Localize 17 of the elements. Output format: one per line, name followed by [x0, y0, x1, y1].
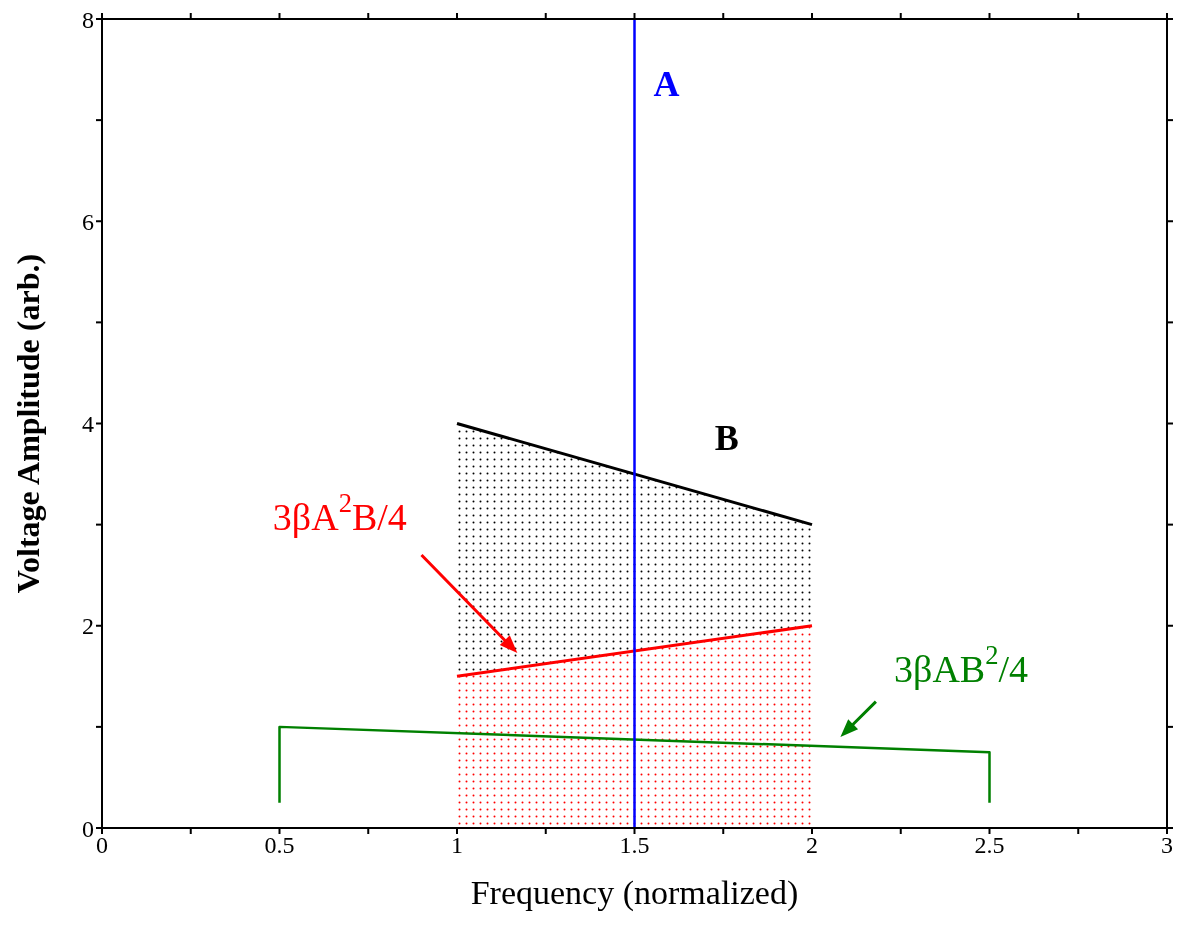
y-tick-label: 6: [82, 208, 94, 235]
series-label: 3βAB$^{2}$/4: [894, 640, 1029, 690]
y-axis-title: Voltage Amplitude (arb.): [10, 253, 47, 594]
x-tick-label: 2.5: [974, 832, 1005, 859]
text: 3βA$^{2}$B/4: [272, 487, 407, 538]
y-tick-label: 8: [82, 6, 94, 33]
y-tick-label: 2: [82, 613, 94, 640]
x-tick-label: 1.5: [619, 832, 650, 859]
x-tick-label: 0.5: [264, 832, 295, 859]
y-tick-label: 4: [82, 411, 94, 438]
series-label: B: [714, 417, 739, 458]
y-tick-label: 0: [82, 815, 94, 842]
series-label: A: [653, 64, 680, 105]
x-tick-label: 2: [806, 832, 818, 859]
x-tick-label: 1: [451, 832, 463, 859]
x-axis-title: Frequency (normalized): [470, 874, 799, 912]
x-tick-label: 3: [1161, 832, 1173, 859]
